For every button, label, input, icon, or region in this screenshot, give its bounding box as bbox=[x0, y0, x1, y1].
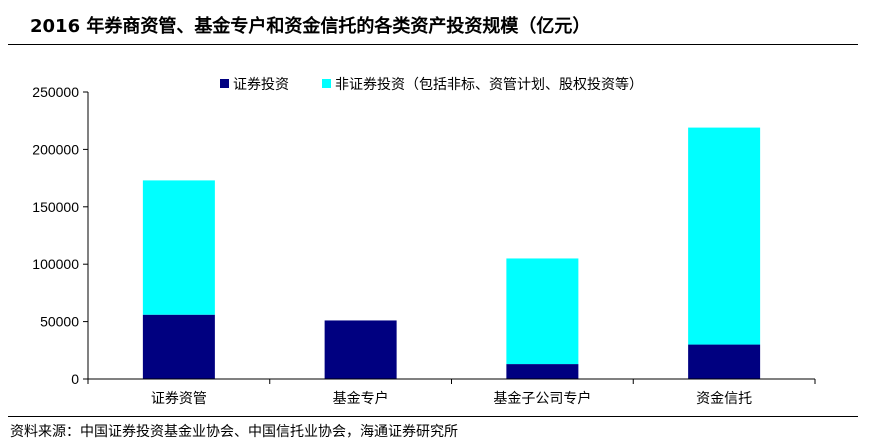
y-tick-label: 250000 bbox=[32, 84, 79, 100]
x-tick-label: 基金子公司专户 bbox=[493, 390, 591, 406]
top-divider bbox=[8, 44, 858, 45]
bar-segment-non-securities bbox=[142, 180, 215, 315]
bar-segment-non-securities bbox=[506, 258, 579, 365]
y-tick-label: 50000 bbox=[40, 314, 79, 330]
bar-segment-non-securities bbox=[688, 127, 761, 345]
x-tick-label: 基金专户 bbox=[333, 390, 389, 406]
bar-segment-securities bbox=[688, 344, 761, 379]
y-tick-label: 0 bbox=[71, 371, 79, 387]
legend: 证券投资 非证券投资（包括非标、资管计划、股权投资等） bbox=[220, 76, 643, 92]
bar-segment-securities bbox=[324, 320, 397, 379]
bars bbox=[142, 127, 761, 379]
y-tick-label: 200000 bbox=[32, 141, 79, 157]
source-note: 资料来源：中国证券投资基金业协会、中国信托业协会，海通证券研究所 bbox=[10, 424, 458, 440]
x-tick-label: 资金信托 bbox=[696, 390, 752, 406]
legend-label: 证券投资 bbox=[233, 76, 289, 92]
x-tick-label: 证券资管 bbox=[151, 390, 207, 406]
legend-swatch bbox=[220, 79, 229, 88]
bottom-divider bbox=[8, 416, 858, 417]
y-tick-label: 150000 bbox=[32, 199, 79, 215]
chart-title: 2016 年券商资管、基金专户和资金信托的各类资产投资规模（亿元） bbox=[30, 16, 591, 37]
y-axis: 0 50000 100000 150000 200000 250000 bbox=[32, 84, 89, 387]
bar-segment-securities bbox=[142, 314, 215, 379]
bar-segment-securities bbox=[506, 364, 579, 379]
y-tick-label: 100000 bbox=[32, 256, 79, 272]
legend-swatch bbox=[322, 79, 331, 88]
legend-label: 非证券投资（包括非标、资管计划、股权投资等） bbox=[335, 76, 643, 92]
x-axis: 证券资管 基金专户 基金子公司专户 资金信托 bbox=[87, 378, 816, 406]
